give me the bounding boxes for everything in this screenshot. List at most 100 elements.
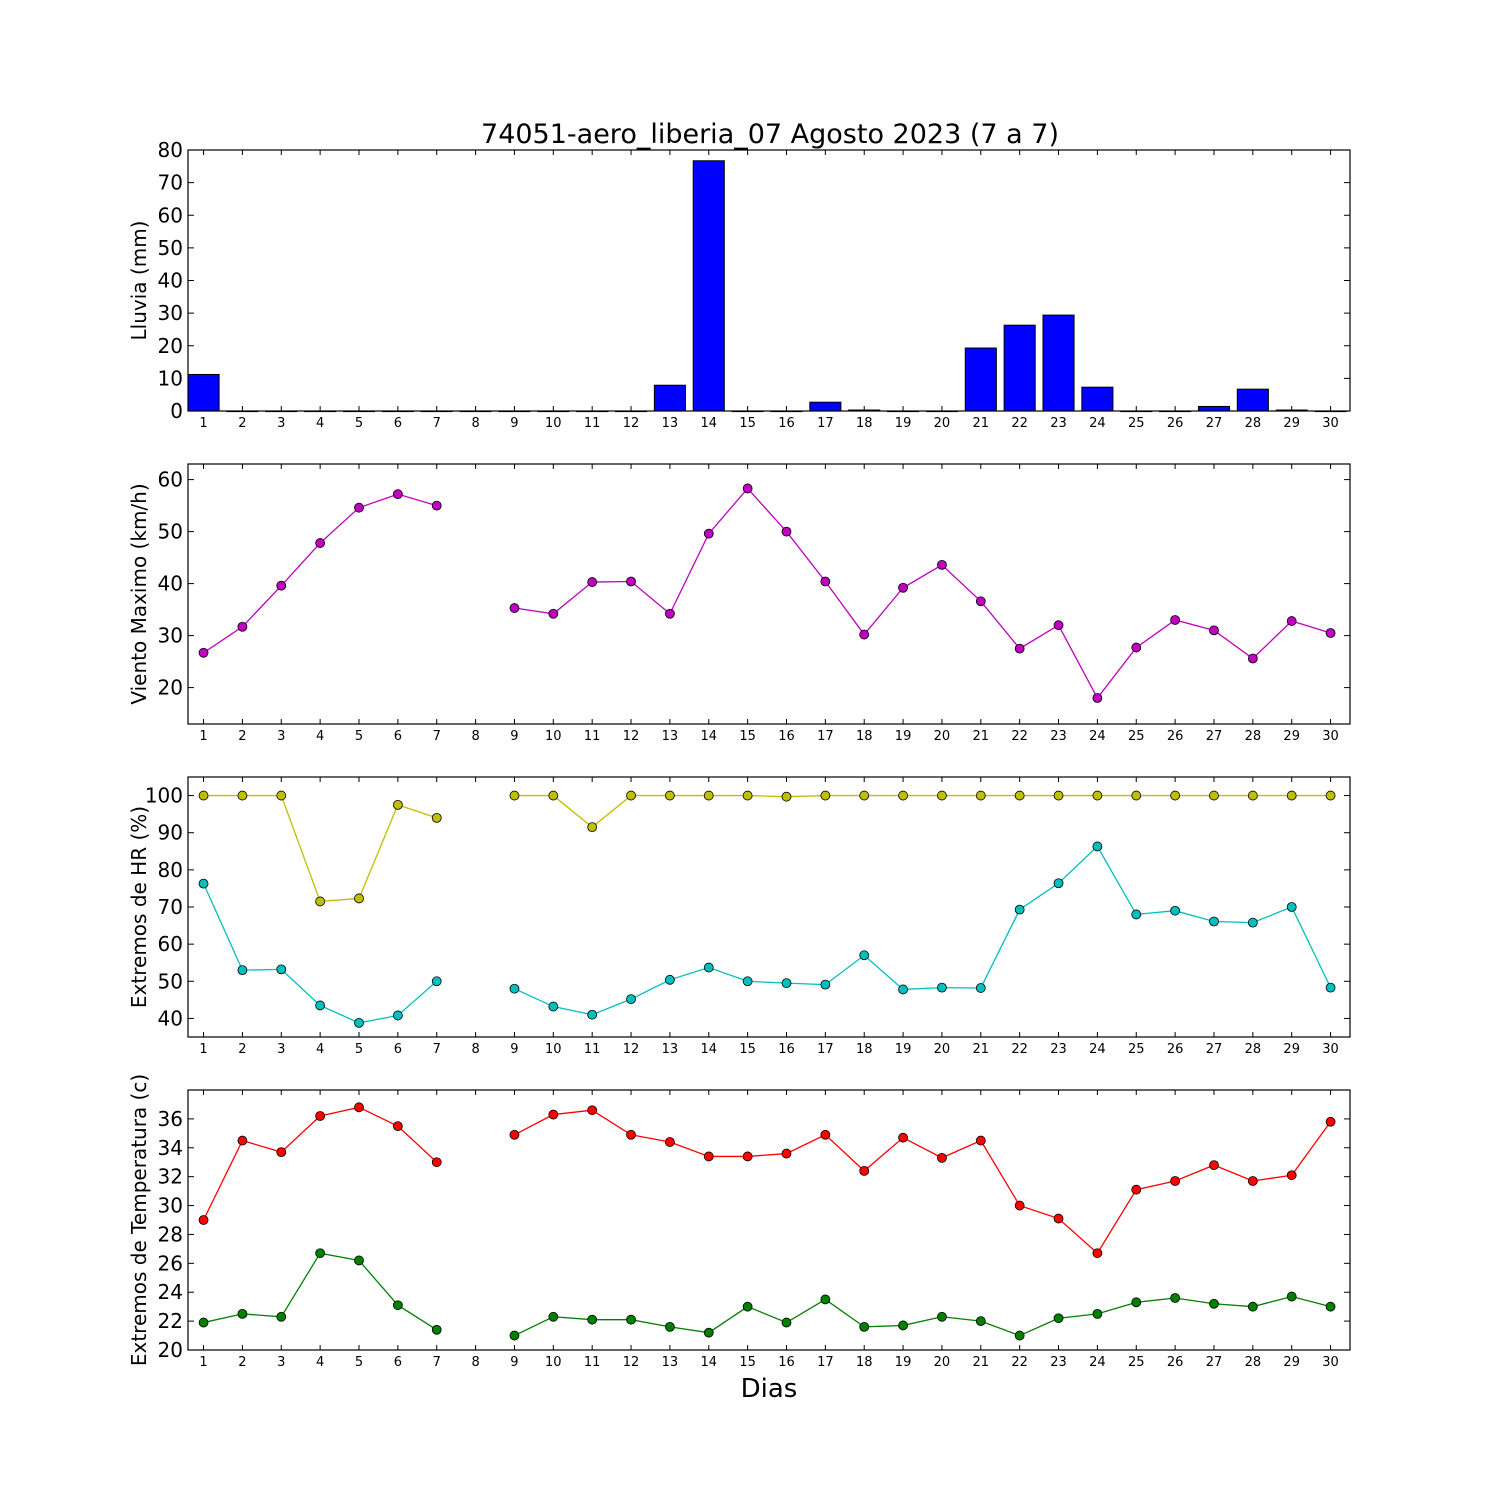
wind-max-point [820,576,831,587]
x-tick-label: 21 [973,1042,990,1057]
x-tick-label: 14 [700,416,717,431]
wind-max-point [237,621,248,632]
x-tick-label: 25 [1128,1355,1145,1370]
x-tick-label: 19 [895,1355,912,1370]
x-tick-label: 23 [1050,729,1067,744]
humidity-max-point [1131,790,1142,801]
temperature-min-point [1092,1308,1103,1319]
x-tick-label: 7 [433,1355,441,1370]
y-tick-label: 26 [158,1251,183,1275]
x-tick-label: 5 [355,729,363,744]
temperature-max-point [664,1137,675,1147]
x-tick-label: 3 [277,416,285,431]
humidity-max-point [1286,790,1297,801]
humidity-max-point [626,790,636,801]
wind-max-point [742,483,753,494]
x-tick-label: 14 [700,1042,717,1057]
x-tick-label: 7 [433,416,441,431]
humidity-min-line [514,845,1332,1016]
y-tick-label: 80 [158,138,183,162]
x-tick-label: 6 [394,1042,402,1057]
y-tick-label: 0 [170,399,183,423]
temperature-max-point [509,1129,520,1140]
x-tick-label: 2 [238,1042,246,1057]
x-tick-label: 7 [433,729,441,744]
temperature-max-point [1092,1248,1103,1259]
wind-max-point [354,502,364,513]
x-tick-label: 12 [623,729,640,744]
x-tick-label: 6 [394,729,402,744]
temperature-min-point [354,1255,364,1266]
humidity-max-point [1053,790,1064,801]
humidity-min-point [392,1010,403,1021]
wind-max-point [781,526,792,537]
humidity-min-point [664,974,675,985]
x-tick-label: 8 [471,1355,479,1370]
x-tick-label: 15 [739,1042,756,1057]
y-tick-label: 20 [158,676,183,700]
x-tick-label: 15 [739,729,756,744]
x-tick-label: 4 [316,1042,324,1057]
y-tick-label: 50 [158,520,183,544]
x-tick-label: 22 [1011,1355,1028,1370]
humidity-min-point [1170,905,1181,916]
temperature-min-point [587,1314,598,1325]
temperature-max-point [1286,1170,1297,1181]
humidity-min-point [820,979,831,990]
temperature-max-point [820,1129,831,1140]
x-tick-label: 21 [973,729,990,744]
wind-max-point [1053,620,1064,631]
temperature-max-point [937,1152,947,1163]
humidity-max-point [1325,790,1336,801]
temperature-min-point [1170,1293,1181,1303]
humidity-min-point [354,1017,364,1028]
wind-max-point [1247,653,1258,664]
temperature-max-point [198,1215,209,1225]
y-tick-label: 34 [158,1136,183,1160]
y-tick-label: 24 [158,1280,183,1304]
y-axis-label: Extremos de Temperatura (c) [127,1074,151,1366]
x-tick-label: 25 [1128,416,1145,431]
humidity-max-point [237,790,248,801]
temperature-max-point [975,1135,986,1146]
temperature-max-line [514,1109,1332,1255]
humidity-min-point [1325,982,1336,993]
humidity-max-point [975,790,986,801]
wind-max-point [198,647,209,658]
x-tick-label: 29 [1283,1355,1300,1370]
x-tick-label: 28 [1245,1355,1262,1370]
x-tick-label: 19 [895,1042,912,1057]
humidity-min-point [276,964,287,975]
x-tick-label: 12 [623,1042,640,1057]
humidity-max-point [664,790,675,801]
y-tick-label: 70 [158,171,183,195]
humidity-min-point [1286,902,1297,912]
x-tick-label: 17 [817,1042,834,1057]
x-tick-label: 6 [394,1355,402,1370]
y-tick-label: 80 [158,858,183,882]
y-tick-label: 90 [158,821,183,845]
wind-max-point [898,582,908,593]
humidity-max-point [820,790,831,801]
x-tick-label: 20 [934,1042,951,1057]
y-axis-label: Extremos de HR (%) [127,806,151,1008]
x-tick-label: 30 [1322,1355,1339,1370]
humidity-max-point [703,790,714,801]
x-tick-label: 10 [545,1042,562,1057]
wind-max-point [548,608,559,619]
x-tick-label: 29 [1283,416,1300,431]
x-tick-label: 21 [973,416,990,431]
x-tick-label: 28 [1245,416,1262,431]
x-tick-label: 5 [355,1042,363,1057]
x-tick-label: 20 [934,729,951,744]
temperature-max-point [392,1121,403,1132]
humidity-min-point [315,1000,326,1011]
temperature-min-point [431,1324,442,1335]
x-tick-label: 10 [545,416,562,431]
rain-bar [692,160,725,412]
y-axis-label: Lluvia (mm) [127,221,151,341]
humidity-max-point [548,790,559,801]
x-tick-label: 3 [277,1355,285,1370]
x-tick-label: 2 [238,729,246,744]
